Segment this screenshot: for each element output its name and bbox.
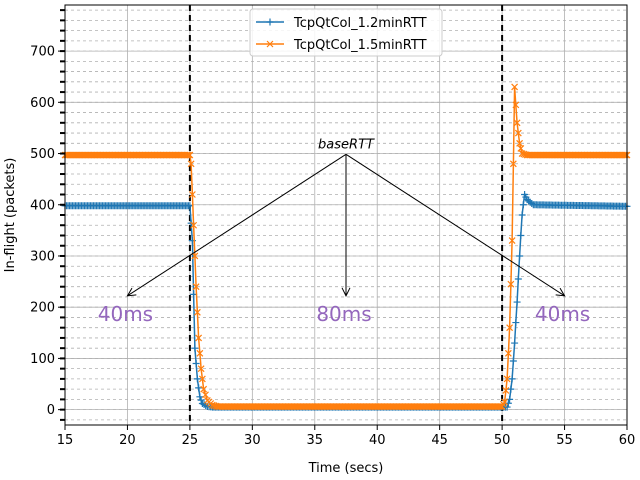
data-point: [200, 385, 208, 393]
data-point: [518, 211, 526, 219]
y-axis-ticks: 0 100 200 300 400 500 600 700: [30, 9, 65, 421]
y-tick-label: 300: [30, 249, 55, 264]
legend-label: TcpQtCol_1.5minRTT: [293, 38, 427, 53]
y-tick-label: 700: [30, 45, 55, 60]
data-point: [197, 396, 205, 404]
data-point: [516, 139, 524, 147]
annotation-arrowhead: [341, 287, 351, 297]
data-point: [507, 280, 515, 288]
data-point: [202, 391, 209, 399]
data-point: [514, 275, 522, 283]
data-point: [184, 151, 192, 159]
data-point: [501, 398, 509, 406]
legend-box: [249, 8, 443, 57]
x-tick-label: 60: [619, 433, 636, 448]
data-point: [508, 375, 516, 383]
data-point: [193, 308, 201, 316]
annotation-arrowhead: [555, 287, 566, 297]
data-point: [504, 349, 512, 357]
data-point: [511, 339, 519, 347]
data-point: [195, 384, 203, 392]
data-point: [620, 151, 628, 159]
legend-label: TcpQtCol_1.2minRTT: [293, 16, 427, 31]
data-point: [514, 129, 522, 137]
data-point: [507, 385, 515, 393]
data-point: [506, 324, 514, 332]
series-TcpQtCol_1.5minRTT: [61, 83, 631, 410]
x-tick-label: 30: [244, 433, 261, 448]
data-point: [503, 375, 511, 383]
data-point: [513, 119, 521, 127]
legend: TcpQtCol_1.2minRTT TcpQtCol_1.5minRTT: [249, 8, 443, 57]
y-tick-label: 100: [30, 352, 55, 367]
y-tick-label: 0: [47, 403, 55, 418]
y-tick-label: 200: [30, 301, 55, 316]
x-axis-ticks: 15 20 25 30 35 40 45 50 55 60: [57, 425, 636, 448]
legend-swatch-marker: [266, 40, 274, 48]
x-tick-label: 45: [431, 433, 448, 448]
data-point: [197, 365, 205, 373]
data-point: [187, 160, 195, 168]
series-layer: [61, 83, 631, 411]
y-axis-label: In-flight (packets): [3, 158, 18, 273]
data-point: [513, 298, 521, 306]
data-point: [528, 199, 536, 207]
data-point: [191, 344, 199, 352]
annotation-arrow: [345, 153, 565, 297]
data-point: [519, 201, 527, 209]
data-point: [517, 144, 525, 152]
x-tick-label: 15: [57, 433, 74, 448]
data-point: [192, 283, 200, 291]
annotation-target-label: 40ms: [535, 302, 590, 326]
y-tick-label: 600: [30, 96, 55, 111]
annotation-label: baseRTT: [318, 137, 375, 152]
legend-items: TcpQtCol_1.2minRTT TcpQtCol_1.5minRTT: [256, 16, 427, 53]
x-tick-label: 50: [494, 433, 511, 448]
data-point: [509, 160, 517, 168]
data-point: [193, 375, 201, 383]
y-tick-label: 400: [30, 198, 55, 213]
data-point: [502, 387, 510, 394]
annotation-arrowhead: [126, 287, 137, 297]
x-tick-label: 35: [307, 433, 324, 448]
legend-item: TcpQtCol_1.5minRTT: [256, 38, 427, 53]
x-tick-label: 25: [182, 433, 199, 448]
data-point: [196, 349, 204, 357]
data-point: [511, 83, 519, 91]
data-point: [192, 360, 200, 368]
x-tick-label: 40: [369, 433, 386, 448]
data-point: [622, 151, 629, 159]
data-point: [198, 375, 206, 383]
data-point: [183, 151, 191, 159]
y-tick-label: 500: [30, 147, 55, 162]
annotation-target-label: 80ms: [316, 302, 371, 326]
data-point: [190, 221, 198, 229]
legend-item: TcpQtCol_1.2minRTT: [256, 16, 427, 31]
annotation-arrow: [127, 153, 347, 297]
data-point: [512, 319, 520, 327]
data-point: [188, 191, 196, 198]
x-tick-label: 55: [556, 433, 573, 448]
data-point: [195, 334, 203, 342]
data-point: [508, 237, 516, 245]
data-point: [509, 357, 517, 365]
data-point: [512, 101, 520, 109]
annotation-layer: baseRTT 40ms 80ms 40ms: [98, 137, 590, 326]
data-point: [516, 252, 524, 260]
legend-swatch-marker: [266, 18, 274, 26]
data-point: [186, 151, 194, 159]
data-point: [495, 403, 503, 410]
x-axis-label: Time (secs): [308, 461, 384, 476]
data-point: [196, 393, 204, 401]
x-tick-label: 20: [119, 433, 136, 448]
annotation-target-label: 40ms: [98, 302, 153, 326]
data-point: [517, 231, 525, 239]
